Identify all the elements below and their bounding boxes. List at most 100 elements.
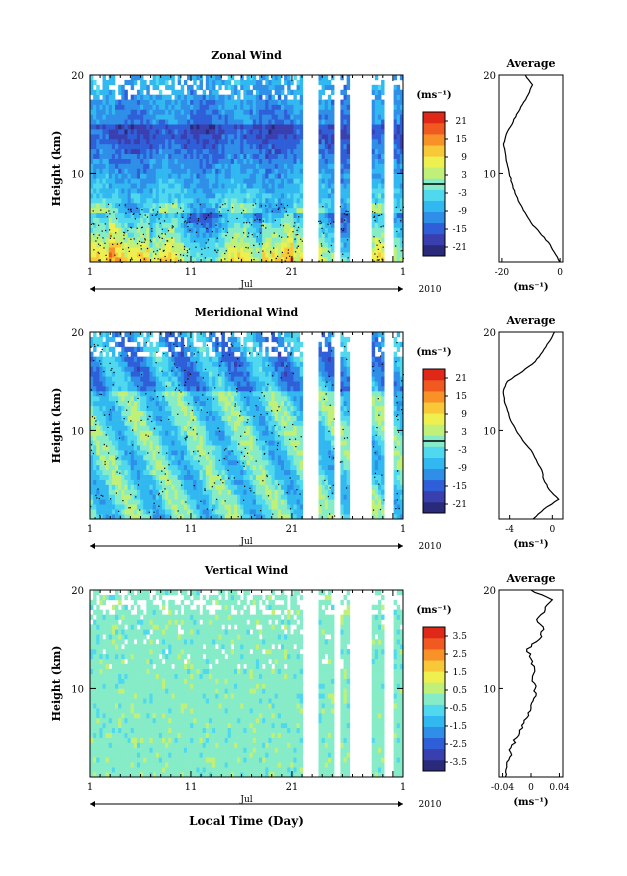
colorbar: 3.5 2.5 1.5 0.5 -0.5 -1.5 -2.5 -3.5: [422, 626, 468, 772]
colorbar-swatch: [423, 649, 445, 661]
month-label: Jul: [239, 280, 252, 290]
profile-x-tick-label: -0.04: [491, 783, 514, 793]
colorbar-tick-label: -2.5: [450, 740, 468, 750]
colorbar-swatch: [423, 638, 445, 650]
profile-frame: [498, 589, 564, 778]
colorbar-swatch: [423, 627, 445, 639]
average-profile: Average 10 20 -0.04 0 0.04(ms⁻¹): [483, 572, 569, 808]
plot-frame: [89, 74, 404, 263]
colorbar-tick-label: 9: [461, 410, 467, 420]
colorbar-tick-label: 2.5: [453, 650, 468, 660]
colorbar-swatch: [423, 244, 445, 257]
colorbar-unit: (ms⁻¹): [416, 90, 451, 101]
colorbar-tick-label: -3.5: [450, 758, 468, 768]
colorbar-tick-label: -21: [453, 243, 468, 253]
colorbar-swatch: [423, 715, 445, 727]
colorbar-tick-label: 21: [456, 117, 467, 127]
colorbar-swatch: [423, 501, 445, 514]
month-axis-arrow-left: [90, 286, 95, 292]
profile-x-title: (ms⁻¹): [513, 797, 548, 808]
month-axis-arrow-left: [90, 801, 95, 807]
colorbar-swatch: [423, 660, 445, 672]
colorbar-swatch: [423, 233, 445, 246]
colorbar-swatch: [423, 446, 445, 458]
profile-title: Average: [505, 57, 555, 70]
month-axis-arrow-left: [90, 543, 95, 549]
colorbar-swatch: [423, 123, 445, 135]
heatmap-cells: [90, 75, 404, 263]
profile-x-tick-label: 0.04: [549, 783, 569, 793]
colorbar-tick-label: -3: [458, 189, 467, 199]
profile-x-title: (ms⁻¹): [513, 539, 548, 550]
colorbar-swatch: [423, 211, 445, 224]
plot-frame: [89, 589, 404, 778]
average-profile: Average 10 20 -20 0 (ms⁻¹): [483, 57, 564, 293]
y-tick-label: 20: [71, 586, 84, 597]
y-tick-label: 20: [71, 71, 84, 82]
colorbar-swatch: [423, 671, 445, 683]
profile-title: Average: [505, 314, 555, 327]
colorbar-swatch: [423, 391, 445, 403]
profile-x-tick-label: 0: [528, 783, 534, 793]
colorbar-swatch: [423, 380, 445, 392]
colorbar-swatch: [423, 479, 445, 492]
heatmap-cells: [90, 590, 404, 778]
y-axis-title: Height (km): [50, 388, 63, 464]
colorbar-unit: (ms⁻¹): [416, 605, 451, 616]
x-tick-label: 1: [87, 524, 93, 535]
profile-y-tick-label: 20: [483, 328, 496, 339]
month-axis-arrow-right: [398, 543, 403, 549]
colorbar: 21 15 9 3 -3 -9 -15 -21: [422, 111, 468, 257]
year-label: 2010: [419, 285, 442, 295]
colorbar-swatch: [423, 468, 445, 481]
zero-contour: [90, 203, 405, 264]
x-tick-label: 21: [286, 782, 299, 793]
year-label: 2010: [419, 800, 442, 810]
colorbar-tick-label: 21: [456, 374, 467, 384]
y-tick-label: 10: [71, 684, 84, 695]
colorbar-swatch: [423, 737, 445, 750]
profile-y-tick-label: 10: [483, 169, 496, 180]
year-label: 2010: [419, 542, 442, 552]
colorbar: 21 15 9 3 -3 -9 -15 -21: [422, 368, 468, 514]
colorbar-tick-label: 3.5: [453, 632, 468, 642]
colorbar-tick-label: 3: [461, 428, 467, 438]
profile-x-tick-label: -20: [495, 268, 510, 278]
colorbar-tick-label: -9: [458, 207, 467, 217]
x-tick-label: 1: [87, 267, 93, 278]
colorbar-swatch: [423, 726, 445, 739]
colorbar-tick-label: -15: [453, 225, 468, 235]
colorbar-tick-label: -15: [453, 482, 468, 492]
colorbar-swatch: [423, 156, 445, 168]
profile-y-tick-label: 10: [483, 426, 496, 437]
y-axis-title: Height (km): [50, 131, 63, 207]
panel-title: Zonal Wind: [211, 49, 282, 62]
colorbar-swatch: [423, 402, 445, 414]
colorbar-tick-label: -0.5: [450, 704, 468, 714]
colorbar-swatch: [423, 189, 445, 201]
colorbar-swatch: [423, 413, 445, 425]
panel-title: Meridional Wind: [195, 306, 299, 319]
colorbar-swatch: [423, 134, 445, 146]
colorbar-tick-label: 15: [456, 135, 468, 145]
y-axis-title: Height (km): [50, 646, 63, 722]
month-label: Jul: [239, 795, 252, 805]
colorbar-tick-label: -21: [453, 500, 468, 510]
colorbar-swatch: [423, 704, 445, 716]
colorbar-tick-label: -9: [458, 464, 467, 474]
colorbar-swatch: [423, 424, 445, 436]
profile-y-tick-label: 20: [483, 586, 496, 597]
x-tick-label: 11: [185, 782, 198, 793]
colorbar-frame: [422, 626, 446, 772]
x-tick-label: 11: [185, 524, 198, 535]
plot-frame: [89, 331, 404, 520]
heatmap-cells: [90, 332, 404, 520]
colorbar-swatch: [423, 759, 445, 772]
y-tick-label: 20: [71, 328, 84, 339]
x-axis-title: Local Time (Day): [189, 814, 304, 828]
month-axis-arrow-right: [398, 286, 403, 292]
colorbar-tick-label: -1.5: [450, 722, 468, 732]
